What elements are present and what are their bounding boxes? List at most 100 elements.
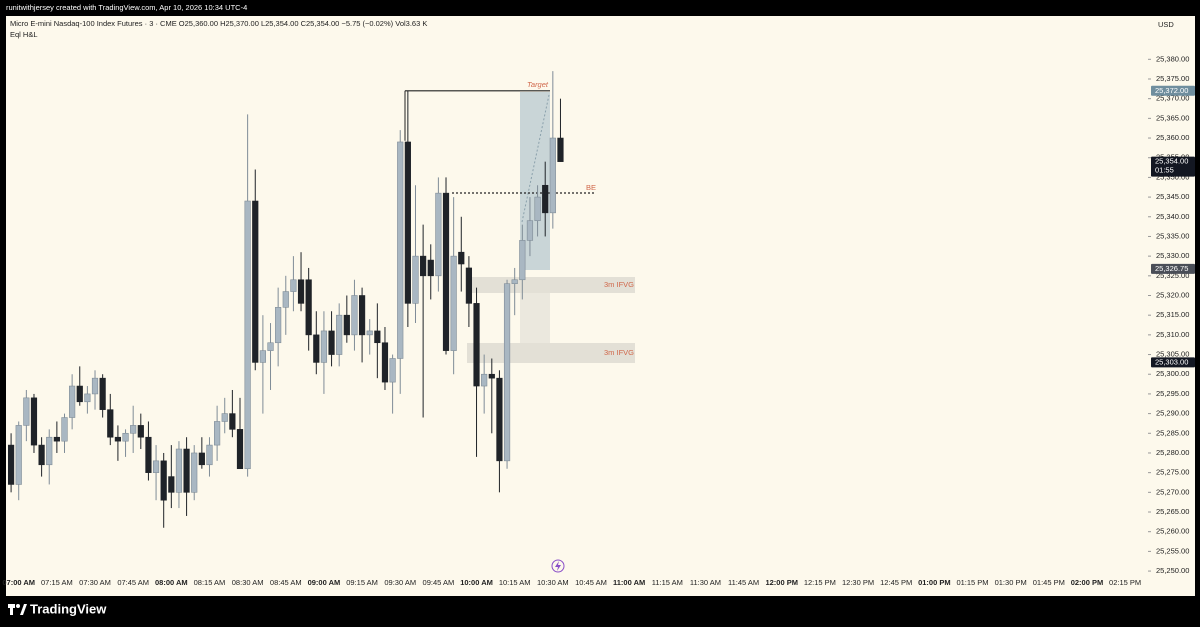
y-tick-label: 25,345.00 <box>1156 192 1189 201</box>
candle-body <box>328 330 335 355</box>
y-tick-label: 25,340.00 <box>1156 212 1189 221</box>
candle-body <box>214 421 221 446</box>
y-tick-label: 25,380.00 <box>1156 54 1189 63</box>
candle-body <box>252 200 259 363</box>
candle-body <box>15 425 22 485</box>
y-tick-label: 25,325.00 <box>1156 271 1189 280</box>
logo-mark <box>10 604 13 615</box>
y-tick-label: 25,290.00 <box>1156 409 1189 418</box>
candle-body <box>435 192 442 277</box>
y-tick-label: 25,350.00 <box>1156 172 1189 181</box>
fvg-zone <box>520 293 550 343</box>
logo-mark <box>20 604 27 615</box>
candle-body <box>488 373 495 379</box>
annotation: 3m IFVG <box>604 348 634 357</box>
candle-body <box>313 334 320 363</box>
candle-body <box>542 184 549 214</box>
x-tick-label: 08:15 AM <box>194 578 226 587</box>
candle-body <box>503 283 511 462</box>
candle-body <box>442 192 450 351</box>
x-tick-label: 12:00 PM <box>765 578 798 587</box>
x-tick-label: 02:15 PM <box>1109 578 1141 587</box>
y-tick-label: 25,285.00 <box>1156 428 1189 437</box>
x-tick-label: 01:45 PM <box>1033 578 1065 587</box>
candle-body <box>145 436 152 473</box>
y-tick-label: 25,250.00 <box>1156 566 1189 575</box>
price-label-box <box>1151 85 1195 96</box>
candle-body <box>191 452 198 493</box>
price-label-box <box>1151 156 1195 177</box>
x-tick-label: 07:15 AM <box>41 578 73 587</box>
candle-body <box>366 330 373 336</box>
candle-body <box>549 137 556 214</box>
candle-body <box>69 385 76 418</box>
x-tick-label: 12:15 PM <box>804 578 836 587</box>
x-tick-label: 11:30 AM <box>690 578 721 587</box>
x-tick-label: 10:15 AM <box>499 578 531 587</box>
credit: runitwithjersey created with TradingView… <box>6 3 247 12</box>
candle-body <box>175 448 183 493</box>
candle-body <box>221 413 228 422</box>
candle-body <box>160 460 167 501</box>
price-label: 25,326.75 <box>1155 264 1188 273</box>
candle-body <box>259 350 266 363</box>
candle-body <box>7 444 15 485</box>
candle-body <box>267 342 274 351</box>
candle-body <box>275 307 282 344</box>
x-tick-label: 09:15 AM <box>346 578 378 587</box>
candle-body <box>374 330 381 344</box>
axis-unit: USD <box>1158 20 1174 29</box>
x-tick-label: 11:15 AM <box>652 578 683 587</box>
candle-body <box>282 291 289 308</box>
candle-body <box>481 373 488 387</box>
x-tick-label: 09:45 AM <box>423 578 455 587</box>
candle-body <box>76 385 83 403</box>
candle-body <box>526 220 534 241</box>
candle-body <box>351 295 358 336</box>
event-icon[interactable] <box>551 559 565 573</box>
candle-body <box>244 200 251 470</box>
chart-title: Micro E-mini Nasdaq-100 Index Futures · … <box>10 19 427 28</box>
x-tick-label: 09:00 AM <box>308 578 341 587</box>
candle-body <box>420 255 427 277</box>
x-tick-label: 01:15 PM <box>956 578 988 587</box>
y-tick-label: 25,270.00 <box>1156 487 1189 496</box>
candle-body <box>152 460 160 473</box>
price-label-box <box>1151 263 1195 274</box>
candle-body <box>183 448 190 493</box>
candle-body <box>61 417 68 442</box>
y-tick-label: 25,305.00 <box>1156 350 1189 359</box>
brand: TradingView <box>30 601 107 616</box>
y-tick-label: 25,375.00 <box>1156 74 1189 83</box>
fvg-zone <box>470 277 635 293</box>
candle-body <box>206 444 213 466</box>
candle-body <box>137 425 144 438</box>
candle-body <box>358 295 366 336</box>
y-tick-label: 25,360.00 <box>1156 133 1189 142</box>
y-tick-label: 25,300.00 <box>1156 369 1189 378</box>
candle-body <box>381 342 389 383</box>
candle-body <box>427 259 434 277</box>
candle-body <box>389 358 396 383</box>
candle-body <box>114 436 122 442</box>
logo <box>8 604 27 615</box>
candle-body <box>236 429 244 470</box>
candle-body <box>99 377 106 410</box>
logo-mark <box>16 604 20 608</box>
y-tick-label: 25,260.00 <box>1156 527 1189 536</box>
x-tick-label: 12:30 PM <box>842 578 874 587</box>
y-tick-label: 25,370.00 <box>1156 94 1189 103</box>
x-tick-label: 08:30 AM <box>232 578 264 587</box>
candle-body <box>122 432 129 442</box>
candle-body <box>336 314 343 355</box>
x-tick-label: 10:45 AM <box>575 578 607 587</box>
candle-body <box>38 444 45 466</box>
candle-body <box>320 330 328 363</box>
candle-body <box>458 251 465 265</box>
candle-body <box>229 413 236 430</box>
candle-body <box>290 279 297 292</box>
candle-body <box>511 279 518 284</box>
x-tick-label: 07:00 AM <box>2 578 35 587</box>
candle-body <box>519 240 526 281</box>
y-tick-label: 25,310.00 <box>1156 330 1189 339</box>
